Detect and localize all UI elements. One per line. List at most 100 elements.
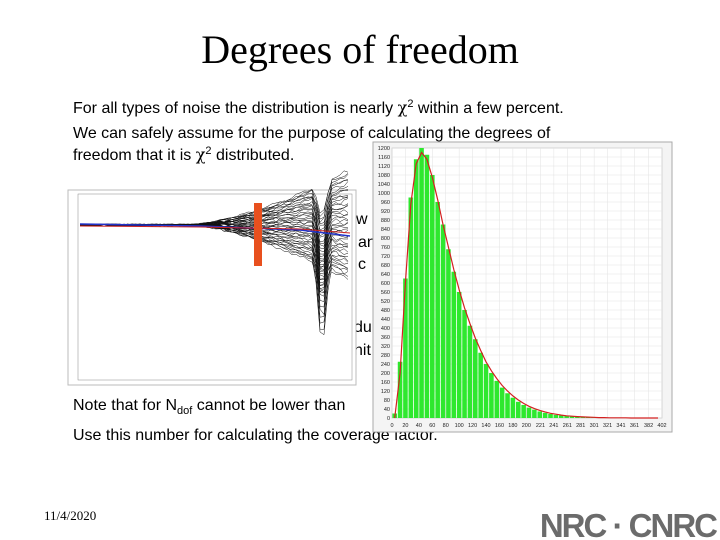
x-tick-label: 80 [443, 423, 449, 429]
y-tick-label: 560 [381, 290, 390, 296]
y-tick-label: 120 [381, 389, 390, 395]
text-fragment: w [355, 211, 368, 228]
y-tick-label: 1000 [378, 191, 390, 197]
x-tick-label: 361 [630, 423, 639, 429]
y-tick-label: 800 [381, 236, 390, 242]
y-tick-label: 600 [381, 281, 390, 287]
subscript: dof [177, 405, 193, 417]
y-tick-label: 360 [381, 335, 390, 341]
histogram-bar [478, 352, 483, 418]
histogram-bar [483, 364, 489, 418]
superscript: 2 [407, 98, 413, 110]
y-tick-label: 840 [381, 227, 390, 233]
x-tick-label: 301 [590, 423, 599, 429]
y-tick-label: 0 [387, 416, 390, 422]
y-tick-label: 520 [381, 299, 390, 305]
histogram-bar [521, 404, 526, 418]
x-tick-label: 40 [416, 423, 422, 429]
text-fragment: nit [354, 342, 371, 359]
histogram-bar [435, 202, 440, 418]
text-run: For all types of noise the distribution … [73, 100, 398, 117]
histogram-bar [467, 325, 473, 418]
histogram-bar [532, 409, 537, 418]
histogram-bar [526, 407, 532, 418]
y-tick-label: 440 [381, 317, 390, 323]
histogram-bar [451, 271, 457, 418]
text-run: Note that for N [73, 397, 177, 414]
x-tick-label: 241 [549, 423, 558, 429]
histogram-bar [542, 412, 548, 418]
y-tick-label: 640 [381, 272, 390, 278]
intro-line: We can safely assume for the purpose of … [73, 125, 551, 142]
histogram-bar [403, 278, 408, 418]
y-tick-label: 480 [381, 308, 390, 314]
histogram-bar [397, 361, 403, 418]
histogram-bar [494, 380, 500, 418]
text-run: distributed. [212, 147, 295, 164]
fit-curve [394, 151, 658, 419]
y-tick-label: 760 [381, 245, 390, 251]
histogram-bar [505, 393, 510, 418]
histogram-bar [515, 401, 521, 418]
y-tick-label: 720 [381, 254, 390, 260]
histogram-bar [569, 416, 575, 418]
y-tick-label: 400 [381, 326, 390, 332]
y-tick-label: 920 [381, 209, 390, 215]
x-tick-label: 402 [657, 423, 666, 429]
y-tick-label: 320 [381, 344, 390, 350]
note-line: Note that for Ndof cannot be lower than [73, 397, 345, 417]
date: 11/4/2020 [44, 508, 96, 523]
x-tick-label: 261 [563, 423, 572, 429]
chi-symbol: χ [196, 145, 206, 164]
text-run: freedom that it is [73, 147, 196, 164]
histogram-bar [430, 175, 435, 418]
histogram-bar [408, 197, 414, 418]
histogram-bar [558, 415, 564, 418]
histogram-bar [446, 249, 451, 418]
x-tick-label: 60 [429, 423, 435, 429]
histogram-bar [553, 414, 559, 418]
y-tick-label: 240 [381, 362, 390, 368]
histogram-bar [472, 339, 478, 418]
x-tick-label: 100 [455, 423, 464, 429]
histogram-bar [424, 154, 430, 418]
y-tick-label: 1040 [378, 182, 390, 188]
x-tick-label: 0 [390, 423, 393, 429]
histogram-bar [489, 373, 494, 418]
histogram-bar [413, 159, 419, 418]
superscript: 2 [205, 145, 211, 157]
x-tick-label: 221 [536, 423, 545, 429]
histogram-bar [440, 224, 446, 418]
usage-line: Use this number for calculating the cove… [73, 427, 438, 444]
histogram-bar [419, 148, 424, 418]
y-tick-label: 1200 [378, 146, 390, 152]
x-tick-label: 382 [644, 423, 653, 429]
histogram-bar [499, 387, 505, 418]
inset-trace-image [67, 170, 357, 386]
histogram-bar [580, 417, 586, 418]
histogram-bar [548, 413, 553, 418]
text-run: cannot be lower than [192, 397, 345, 414]
text-fragment: du [354, 319, 372, 336]
chi-symbol: χ [398, 98, 408, 117]
intro-line: For all types of noise the distribution … [73, 98, 564, 117]
histogram-bar [537, 411, 543, 418]
y-tick-label: 80 [384, 398, 390, 404]
y-tick-label: 1160 [378, 155, 390, 161]
x-tick-label: 120 [468, 423, 477, 429]
histogram-bar [462, 310, 467, 418]
y-tick-label: 280 [381, 353, 390, 359]
intro-line: freedom that it is χ2 distributed. [73, 145, 294, 164]
y-tick-label: 880 [381, 218, 390, 224]
x-tick-label: 20 [402, 423, 408, 429]
y-tick-label: 200 [381, 371, 390, 377]
x-tick-label: 140 [481, 423, 490, 429]
y-tick-label: 1080 [378, 173, 390, 179]
x-tick-label: 321 [603, 423, 612, 429]
x-tick-label: 200 [522, 423, 531, 429]
histogram-bar [575, 416, 580, 418]
text-run: within a few percent. [413, 100, 563, 117]
x-tick-label: 341 [616, 423, 625, 429]
y-tick-label: 680 [381, 263, 390, 269]
